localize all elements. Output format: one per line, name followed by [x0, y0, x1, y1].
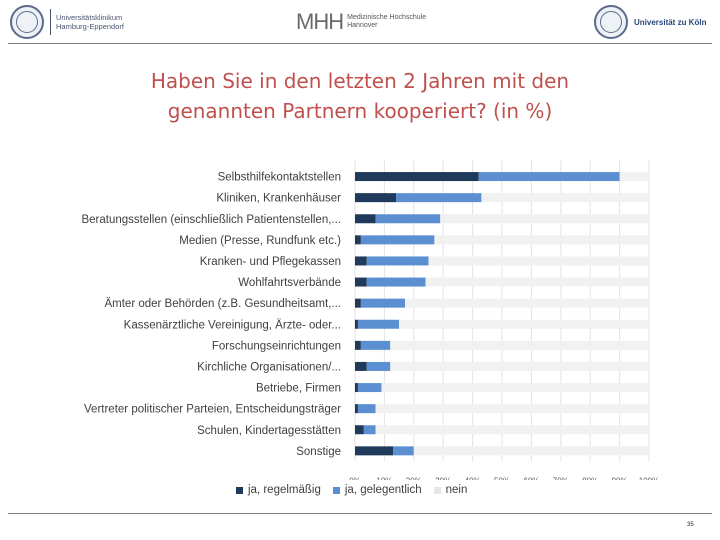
bar-segment [355, 319, 358, 329]
bar-segment [360, 340, 391, 350]
page-number: 35 [687, 522, 694, 528]
legend-label-regular: ja, regelmäßig [248, 484, 321, 496]
bar-segment [434, 235, 649, 245]
category-label: Kirchliche Organisationen/... [197, 361, 341, 373]
category-label: Kassenärztliche Vereinigung, Ärzte- oder… [124, 319, 341, 331]
logo-divider [50, 9, 51, 35]
category-label: Sonstige [296, 446, 341, 458]
bar-segment [355, 214, 376, 224]
x-tick-label: 80% [582, 476, 598, 480]
bar-segment [355, 298, 361, 308]
slide-title: Haben Sie in den letzten 2 Jahren mit de… [60, 66, 660, 126]
bar-segment [428, 256, 649, 266]
bar-segment [355, 446, 394, 456]
bar-segment [390, 361, 649, 371]
x-tick-label: 60% [523, 476, 539, 480]
bar-segment [619, 172, 649, 182]
title-line-2: genannten Partnern kooperiert? (in %) [167, 99, 553, 123]
x-tick-label: 100% [639, 476, 659, 480]
legend-item-occasional: ja, gelegentlich [332, 484, 422, 496]
x-tick-label: 50% [494, 476, 510, 480]
bar-segment [357, 404, 376, 414]
bar-segment [355, 235, 361, 245]
bar-segment [366, 277, 426, 287]
koeln-logo: Universität zu Köln [594, 4, 706, 40]
x-tick-label: 70% [553, 476, 569, 480]
x-tick-label: 10% [376, 476, 392, 480]
category-label: Medien (Presse, Rundfunk etc.) [179, 235, 341, 247]
bar-segment [363, 425, 376, 435]
slide-header: Universitätsklinikum Hamburg-Eppendorf M… [0, 0, 720, 44]
bar-segment [478, 172, 620, 182]
category-label: Betriebe, Firmen [256, 383, 341, 395]
legend-swatch-occasional [332, 486, 340, 494]
bar-segment [393, 446, 414, 456]
category-label: Ämter oder Behörden (z.B. Gesundheitsamt… [104, 298, 341, 310]
bar-segment [481, 193, 649, 203]
category-label: Kliniken, Krankenhäuser [216, 193, 341, 205]
legend-label-never: nein [445, 484, 468, 496]
bar-segment [355, 277, 367, 287]
bar-segment [375, 214, 441, 224]
bar-segment [357, 383, 382, 393]
header-rule [8, 43, 712, 44]
mhh-mark: MHH [296, 9, 344, 34]
x-tick-label: 90% [612, 476, 628, 480]
bar-segment [399, 319, 649, 329]
bar-segment [355, 256, 367, 266]
bar-segment [375, 404, 649, 414]
bar-segment [357, 319, 400, 329]
bar-segment [355, 340, 361, 350]
bar-segment [360, 235, 435, 245]
bar-segment [355, 383, 358, 393]
bar-segment [404, 298, 649, 308]
bar-segment [375, 425, 649, 435]
footer-rule [8, 513, 712, 514]
category-label: Selbsthilfekontaktstellen [218, 172, 341, 184]
uke-seal-icon [10, 5, 44, 39]
legend-swatch-regular [236, 486, 243, 494]
x-tick-label: 30% [435, 476, 451, 480]
bar-segment [366, 256, 429, 266]
bar-segment [366, 361, 391, 371]
bar-segment [355, 172, 479, 182]
bar-segment [396, 193, 482, 203]
legend-swatch-never [433, 486, 441, 494]
legend-item-never: nein [433, 484, 468, 496]
bar-segment [413, 446, 649, 456]
bar-segment [360, 298, 405, 308]
legend-item-regular: ja, regelmäßig [236, 484, 321, 496]
legend-label-occasional: ja, gelegentlich [344, 484, 422, 496]
koeln-seal-icon [594, 5, 628, 39]
bar-segment [355, 361, 367, 371]
bar-segment [355, 193, 397, 203]
category-label: Vertreter politischer Parteien, Entschei… [84, 404, 341, 416]
chart-legend: ja, regelmäßig ja, gelegentlich nein [236, 484, 479, 496]
category-label: Forschungseinrichtungen [212, 340, 341, 352]
bar-segment [355, 404, 358, 414]
x-tick-label: 0% [349, 476, 361, 480]
category-label: Kranken- und Pflegekassen [200, 256, 341, 268]
category-label: Schulen, Kindertagesstätten [197, 425, 341, 437]
x-tick-label: 40% [465, 476, 481, 480]
category-label: Beratungsstellen (einschließlich Patient… [81, 214, 341, 226]
title-line-1: Haben Sie in den letzten 2 Jahren mit de… [150, 69, 570, 93]
mhh-logo: MHH Medizinische Hochschule Hannover [296, 4, 426, 40]
uke-logo-text: Universitätsklinikum Hamburg-Eppendorf [56, 13, 124, 31]
mhh-logo-text: Medizinische Hochschule Hannover [347, 14, 427, 29]
bar-segment [440, 214, 649, 224]
x-tick-label: 20% [406, 476, 422, 480]
category-label: Wohlfahrtsverbände [238, 277, 341, 289]
bar-segment [425, 277, 649, 287]
cooperation-bar-chart: Selbsthilfekontaktstellen Kliniken, Krank… [81, 160, 659, 480]
uke-logo: Universitätsklinikum Hamburg-Eppendorf [10, 4, 124, 40]
bar-segment [381, 383, 649, 393]
bar-segment [390, 340, 649, 350]
koeln-logo-text: Universität zu Köln [634, 17, 707, 27]
bar-segment [355, 425, 364, 435]
